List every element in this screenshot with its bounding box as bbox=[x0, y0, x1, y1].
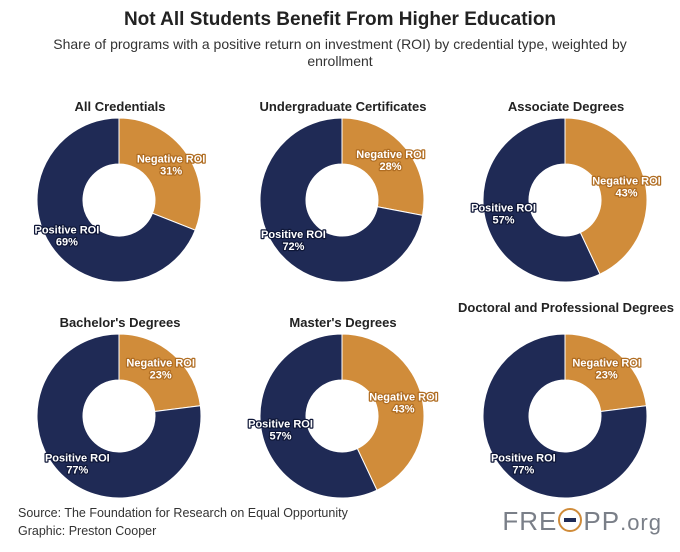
label-text-negative-roi-3: Negative ROI bbox=[126, 358, 194, 370]
slice-positive-roi-4 bbox=[259, 333, 378, 499]
label-value-positive-roi-2: 57% bbox=[493, 215, 515, 227]
chart-title-associate-degrees: Associate Degrees bbox=[507, 99, 625, 114]
label-text-positive-roi-2: Positive ROI bbox=[471, 203, 536, 215]
chart-title-all-credentials: All Credentials bbox=[74, 99, 166, 114]
label-value-positive-roi-0: 69% bbox=[56, 236, 78, 248]
label-value-negative-roi-5: 23% bbox=[596, 370, 618, 382]
slice-positive-roi-5 bbox=[482, 333, 648, 499]
slice-negative-roi-4 bbox=[341, 333, 425, 491]
label-value-positive-roi-3: 77% bbox=[66, 464, 88, 476]
slice-negative-roi-2 bbox=[564, 117, 648, 275]
logo-mark-icon bbox=[558, 508, 583, 532]
chart-title-undergraduate-certificates: Undergraduate Certificates bbox=[259, 99, 427, 114]
freopp-logo: FRE PP.org bbox=[502, 506, 662, 536]
label-text-negative-roi-0: Negative ROI bbox=[137, 154, 205, 166]
label-value-negative-roi-4: 43% bbox=[392, 403, 414, 415]
label-value-negative-roi-1: 28% bbox=[380, 161, 402, 173]
label-value-positive-roi-4: 57% bbox=[270, 431, 292, 443]
label-text-positive-roi-3: Positive ROI bbox=[45, 452, 110, 464]
label-text-positive-roi-4: Positive ROI bbox=[248, 419, 313, 431]
graphic-credit: Graphic: Preston Cooper bbox=[18, 524, 157, 538]
slice-negative-roi-1 bbox=[341, 117, 425, 216]
chart-title-doctoral-professional: Doctoral and Professional Degrees bbox=[457, 300, 674, 315]
slice-negative-roi-3 bbox=[118, 333, 201, 413]
label-text-negative-roi-1: Negative ROI bbox=[356, 149, 424, 161]
chart-title-bachelors-degrees: Bachelor's Degrees bbox=[59, 315, 181, 330]
slice-negative-roi-0 bbox=[118, 117, 202, 231]
page-subtitle: Share of programs with a positive return… bbox=[53, 36, 627, 69]
slice-positive-roi-1 bbox=[259, 117, 424, 283]
slice-positive-roi-0 bbox=[36, 117, 196, 283]
label-value-negative-roi-0: 31% bbox=[160, 166, 182, 178]
label-text-positive-roi-1: Positive ROI bbox=[261, 229, 326, 241]
label-value-positive-roi-1: 72% bbox=[282, 241, 304, 253]
page-title: Not All Students Benefit From Higher Edu… bbox=[123, 9, 557, 30]
slice-negative-roi-5 bbox=[564, 333, 647, 413]
label-text-negative-roi-5: Negative ROI bbox=[572, 358, 640, 370]
chart-title-masters-degrees: Master's Degrees bbox=[289, 315, 397, 330]
label-value-negative-roi-2: 43% bbox=[615, 187, 637, 199]
label-text-negative-roi-4: Negative ROI bbox=[369, 391, 437, 403]
label-value-negative-roi-3: 23% bbox=[150, 370, 172, 382]
source-note: Source: The Foundation for Research on E… bbox=[18, 506, 348, 520]
label-text-positive-roi-5: Positive ROI bbox=[491, 452, 556, 464]
slice-positive-roi-3 bbox=[36, 333, 202, 499]
label-text-positive-roi-0: Positive ROI bbox=[34, 224, 99, 236]
label-value-positive-roi-5: 77% bbox=[512, 464, 534, 476]
label-text-negative-roi-2: Negative ROI bbox=[592, 175, 660, 187]
slice-positive-roi-2 bbox=[482, 117, 601, 283]
